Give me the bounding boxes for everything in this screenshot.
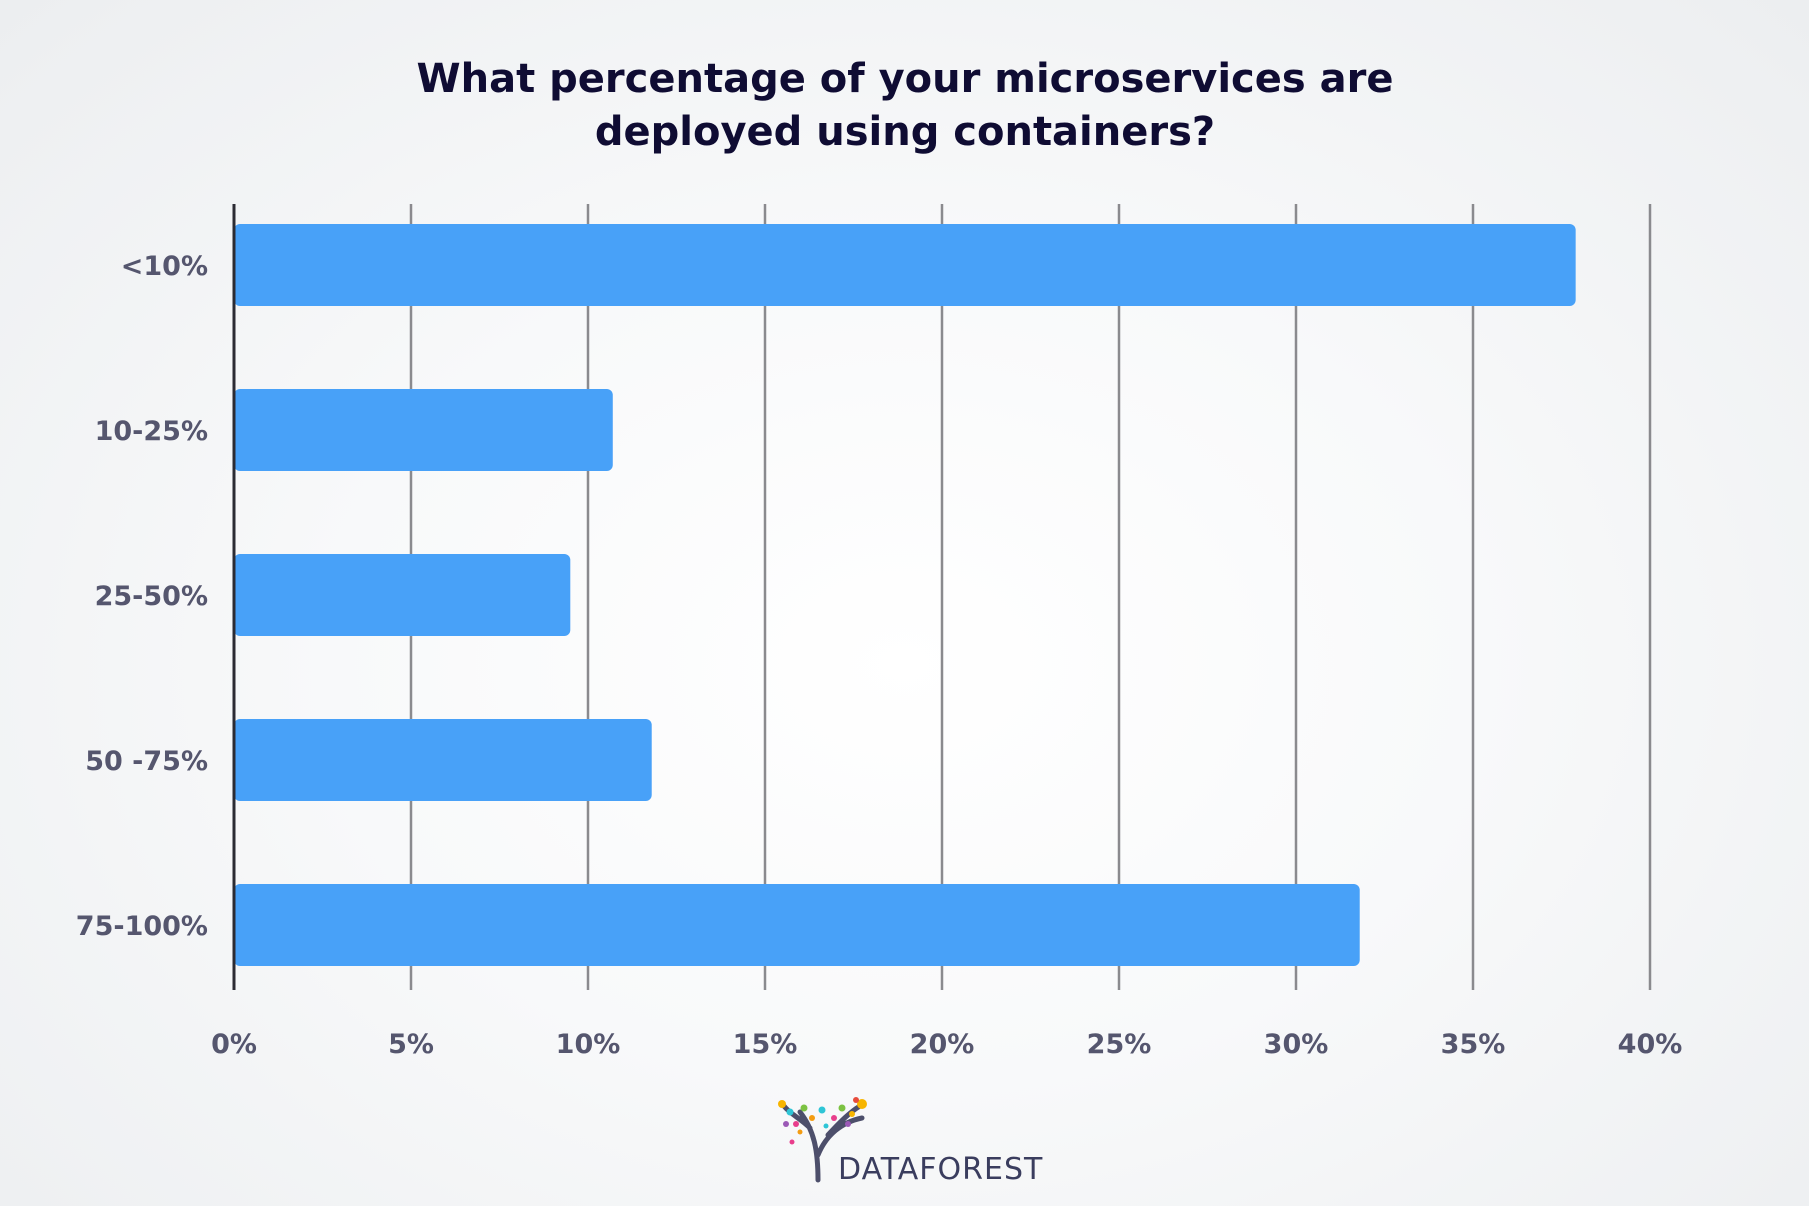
- x-tick-label: 10%: [556, 1029, 621, 1060]
- category-label: 50 -75%: [85, 746, 208, 777]
- bar: [234, 389, 613, 471]
- x-tick-label: 35%: [1441, 1029, 1506, 1060]
- category-label: 10-25%: [95, 416, 208, 447]
- chart-title: What percentage of your microservices ar…: [417, 56, 1394, 155]
- category-labels: <10% 10-25% 25-50% 50 -75% 75-100%: [76, 251, 208, 942]
- x-tick-label: 15%: [733, 1029, 798, 1060]
- bar: [234, 884, 1360, 966]
- tree-icon: [778, 1097, 867, 1183]
- category-label: 25-50%: [95, 581, 208, 612]
- bar: [234, 554, 571, 636]
- x-tick-label: 40%: [1618, 1029, 1683, 1060]
- chart-title-line-1: What percentage of your microservices ar…: [417, 56, 1394, 102]
- x-tick-label: 5%: [388, 1029, 434, 1060]
- brand-logo: DATAFOREST: [778, 1097, 1043, 1187]
- chart-title-line-2: deployed using containers?: [595, 109, 1215, 155]
- bar: [234, 719, 652, 801]
- grid-lines: [409, 204, 1652, 990]
- bar: [234, 224, 1576, 306]
- x-tick-labels: 0% 5% 10% 15% 20% 25% 30% 35% 40%: [211, 1029, 1682, 1060]
- category-label: <10%: [121, 251, 208, 282]
- x-tick-label: 25%: [1087, 1029, 1152, 1060]
- brand-name: DATAFOREST: [838, 1152, 1043, 1187]
- bars: [234, 224, 1576, 966]
- category-label: 75-100%: [76, 911, 208, 942]
- x-tick-label: 20%: [910, 1029, 975, 1060]
- x-tick-label: 0%: [211, 1029, 257, 1060]
- x-tick-label: 30%: [1264, 1029, 1329, 1060]
